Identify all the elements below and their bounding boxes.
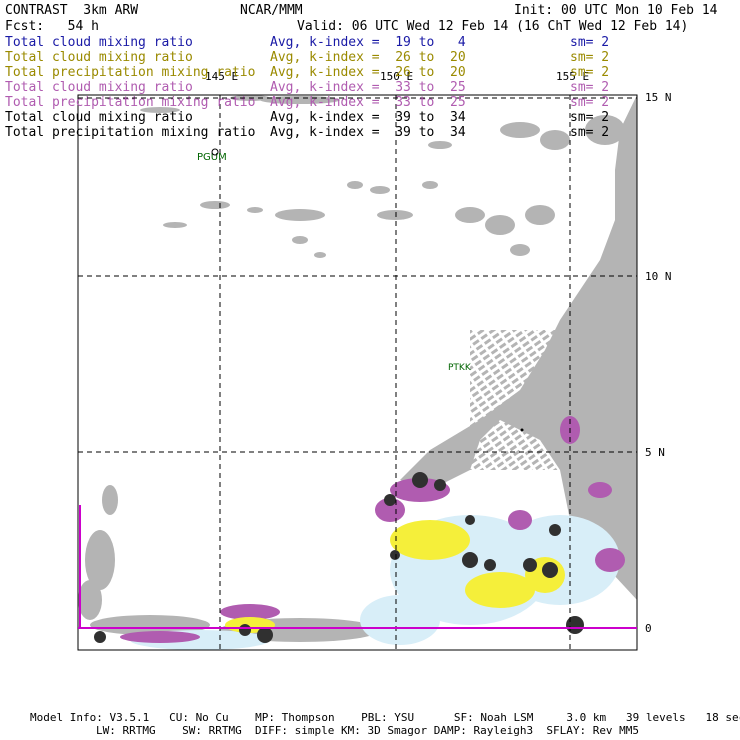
model-info-line1: Model Info: V3.5.1 CU: No Cu MP: Thompso…	[30, 711, 740, 724]
lon-label-155e: 155 E	[556, 70, 589, 83]
valid-time: Valid: 06 UTC Wed 12 Feb 14 (16 ChT Wed …	[297, 19, 689, 34]
legend-stats-5: Avg, k-index = 39 to 34	[270, 110, 466, 125]
grey-cloud-south	[78, 485, 380, 642]
lon-label-150e: 150 E	[380, 70, 413, 83]
legend-field-5: Total cloud mixing ratio	[5, 110, 193, 125]
lat-label-5n: 5 N	[645, 446, 665, 459]
island-guam	[211, 148, 219, 156]
forecast-hour: Fcst: 54 h	[5, 19, 99, 34]
streaky-cloud-area	[470, 330, 580, 470]
legend-stats-0: Avg, k-index = 19 to 4	[270, 35, 466, 50]
legend-sm-4: sm= 2	[570, 95, 610, 110]
legend-sm-1: sm= 2	[570, 50, 610, 65]
legend-stats-3: Avg, k-index = 33 to 25	[270, 80, 466, 95]
legend-field-2: Total precipitation mixing ratio	[5, 65, 256, 80]
legend-stats-1: Avg, k-index = 26 to 20	[270, 50, 466, 65]
init-time: Init: 00 UTC Mon 10 Feb 14	[514, 3, 718, 18]
legend-field-0: Total cloud mixing ratio	[5, 35, 193, 50]
legend-stats-6: Avg, k-index = 39 to 34	[270, 125, 466, 140]
lat-label-10n: 10 N	[645, 270, 672, 283]
model-info-line2: LW: RRTMG SW: RRTMG DIFF: simple KM: 3D …	[96, 724, 640, 737]
legend-sm-0: sm= 2	[570, 35, 610, 50]
legend-sm-2: sm= 2	[570, 65, 610, 80]
lon-label-145e: 145 E	[205, 70, 238, 83]
cloud-field	[78, 95, 637, 650]
lat-label-equator: 0	[645, 622, 652, 635]
institution-label: NCAR/MMM	[240, 3, 303, 18]
legend-field-4: Total precipitation mixing ratio	[5, 95, 256, 110]
grey-cloud-band	[400, 95, 637, 600]
legend-sm-6: sm= 2	[570, 125, 610, 140]
plot-title: CONTRAST 3km ARW	[5, 3, 139, 18]
graticule	[78, 95, 637, 650]
grey-cloud-patches	[140, 95, 625, 258]
dark-precip-cores	[94, 472, 584, 643]
legend-field-3: Total cloud mixing ratio	[5, 80, 193, 95]
legend-field-1: Total cloud mixing ratio	[5, 50, 193, 65]
yellow-precip	[225, 520, 565, 633]
station-pgum: PGUM	[197, 152, 227, 163]
legend-field-6: Total precipitation mixing ratio	[5, 125, 256, 140]
legend-stats-2: Avg, k-index = 26 to 20	[270, 65, 466, 80]
island-marker	[520, 428, 524, 432]
legend-stats-4: Avg, k-index = 33 to 25	[270, 95, 466, 110]
legend-sm-5: sm= 2	[570, 110, 610, 125]
lat-label-15n: 15 N	[645, 91, 672, 104]
map-frame	[77, 94, 638, 651]
station-ptkk: PTKK	[448, 363, 472, 373]
legend-sm-3: sm= 2	[570, 80, 610, 95]
